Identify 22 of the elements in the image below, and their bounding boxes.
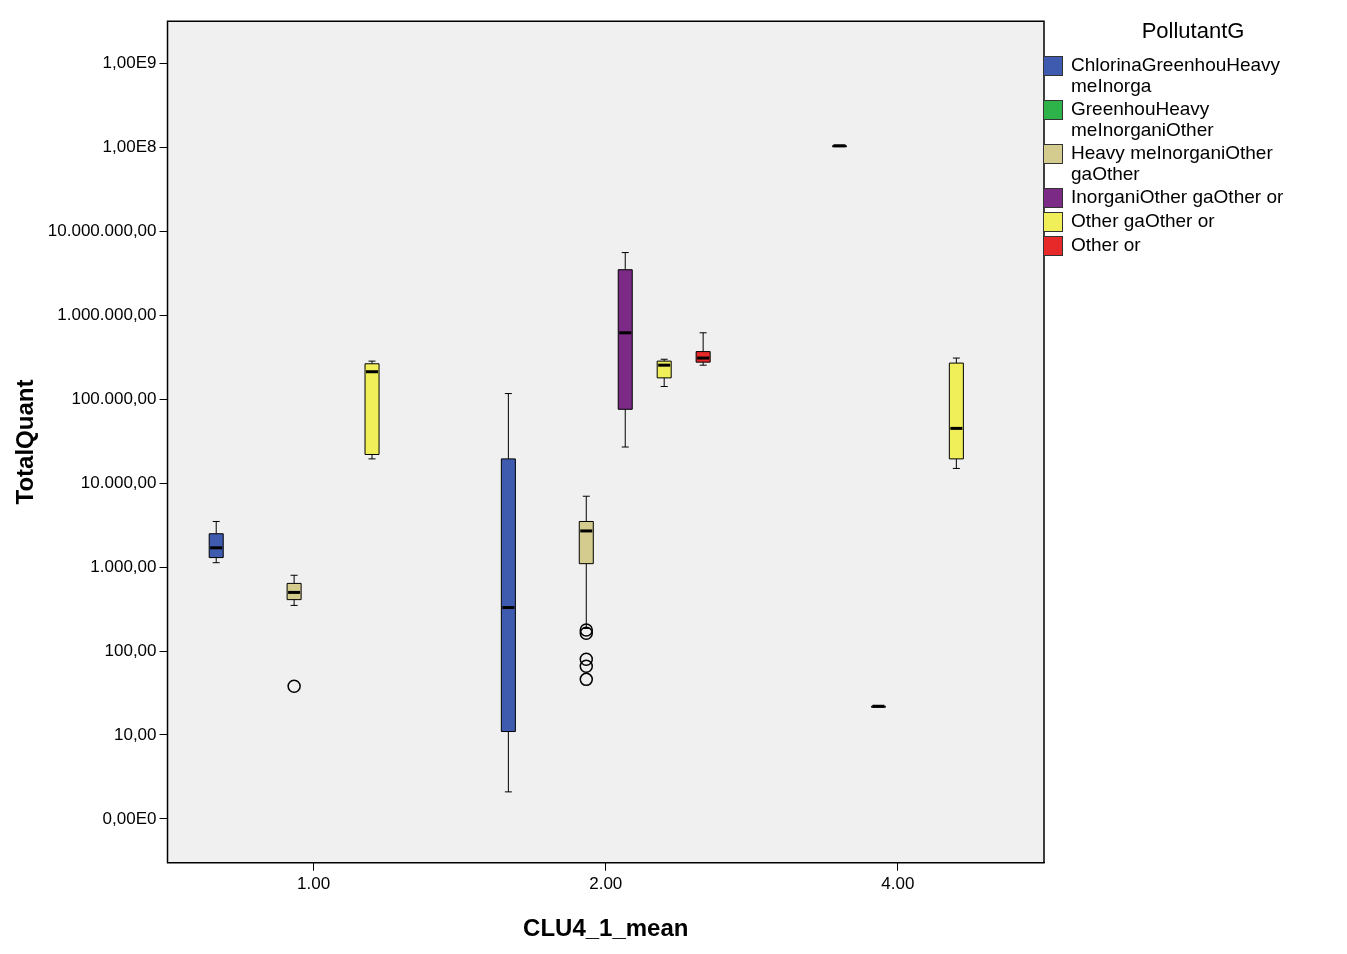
y-tick-label: 0,00E0 — [102, 808, 157, 828]
y-tick-label: 1,00E9 — [102, 53, 157, 73]
y-tick-label: 1.000,00 — [90, 556, 157, 576]
legend-label: Other or — [1071, 234, 1141, 255]
y-tick-label: 1.000.000,00 — [57, 305, 157, 325]
y-tick-label: 10.000,00 — [80, 472, 157, 492]
y-tick-label: 10,00 — [113, 724, 157, 744]
legend-label: GreenhouHeavy meInorganiOther — [1071, 98, 1215, 140]
y-tick-label: 10.000.000,00 — [47, 221, 157, 241]
y-tick-label: 100.000,00 — [71, 388, 157, 408]
legend-label: Other gaOther or — [1071, 210, 1215, 231]
x-tick-label: 1.00 — [297, 873, 331, 893]
x-axis-title: CLU4_1_mean — [523, 914, 689, 942]
legend-title: PollutantG — [1140, 18, 1246, 44]
y-tick-label: 100,00 — [104, 640, 157, 660]
legend-label: ChlorinaGreenhouHeavy meInorga — [1071, 54, 1282, 96]
legend-label: InorganiOther gaOther or — [1071, 186, 1284, 207]
y-tick-label: 1,00E8 — [102, 137, 157, 157]
y-axis-title: TotalQuant — [11, 379, 39, 505]
x-tick-label: 4.00 — [881, 873, 915, 893]
x-tick-label: 2.00 — [589, 873, 623, 893]
legend-label: Heavy meInorganiOther gaOther — [1071, 142, 1274, 184]
